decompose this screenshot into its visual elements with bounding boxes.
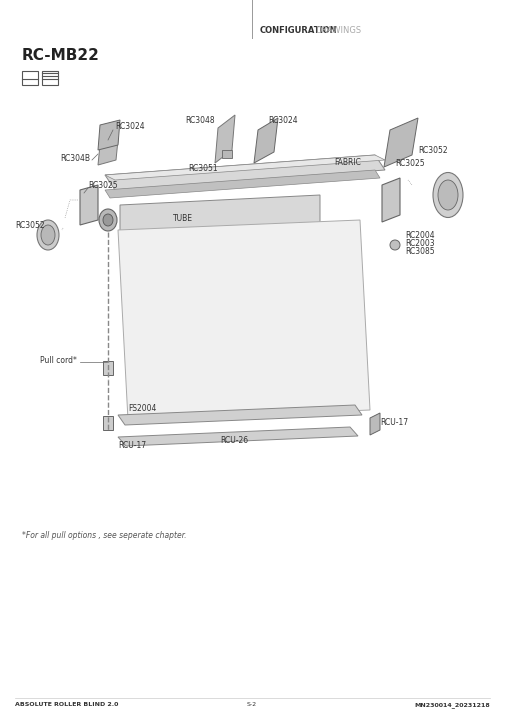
Text: FS2004: FS2004 xyxy=(128,403,157,413)
Text: FABRIC: FABRIC xyxy=(334,158,361,166)
Text: MN230014_20231218: MN230014_20231218 xyxy=(414,702,490,708)
Ellipse shape xyxy=(438,180,458,210)
Text: RC3085: RC3085 xyxy=(405,246,435,256)
Text: S-2: S-2 xyxy=(247,703,257,708)
Bar xyxy=(22,71,38,85)
Text: RC3051: RC3051 xyxy=(188,164,218,173)
Text: RC-MB22: RC-MB22 xyxy=(22,48,100,63)
Text: RC3048: RC3048 xyxy=(185,116,215,124)
Text: CONFIGURATION: CONFIGURATION xyxy=(260,26,338,34)
Polygon shape xyxy=(118,220,370,420)
Polygon shape xyxy=(80,185,98,225)
Text: RC3025: RC3025 xyxy=(88,181,118,189)
Text: RC3052: RC3052 xyxy=(15,221,44,229)
Text: RC3025: RC3025 xyxy=(395,159,425,168)
Text: RC304B: RC304B xyxy=(60,154,90,163)
Polygon shape xyxy=(384,118,418,167)
Ellipse shape xyxy=(41,225,55,245)
Text: DRAWINGS: DRAWINGS xyxy=(315,26,361,34)
Polygon shape xyxy=(382,178,400,222)
Polygon shape xyxy=(98,120,120,150)
Polygon shape xyxy=(215,115,235,163)
Text: RC3052: RC3052 xyxy=(418,146,447,154)
Polygon shape xyxy=(370,413,380,435)
Bar xyxy=(103,416,113,430)
Polygon shape xyxy=(105,155,385,180)
Text: RC2004: RC2004 xyxy=(405,231,435,239)
Polygon shape xyxy=(98,140,118,165)
Text: Pull cord*: Pull cord* xyxy=(40,356,77,365)
Text: RC2003: RC2003 xyxy=(405,238,435,248)
Ellipse shape xyxy=(433,173,463,218)
Polygon shape xyxy=(254,118,278,163)
Text: ABSOLUTE ROLLER BLIND 2.0: ABSOLUTE ROLLER BLIND 2.0 xyxy=(15,703,118,708)
Bar xyxy=(42,71,58,85)
Polygon shape xyxy=(118,405,362,425)
Ellipse shape xyxy=(390,240,400,250)
Polygon shape xyxy=(105,155,385,190)
Text: RC3024: RC3024 xyxy=(268,116,297,124)
Text: RCU-26: RCU-26 xyxy=(220,436,248,445)
Bar xyxy=(103,361,113,375)
Polygon shape xyxy=(118,427,358,446)
Ellipse shape xyxy=(37,220,59,250)
Bar xyxy=(222,150,232,158)
Text: RC3024: RC3024 xyxy=(115,121,144,131)
Ellipse shape xyxy=(103,214,113,226)
Text: *For all pull options , see seperate chapter.: *For all pull options , see seperate cha… xyxy=(22,531,186,540)
Polygon shape xyxy=(105,170,380,198)
Text: TUBE: TUBE xyxy=(173,213,193,223)
Text: RCU-17: RCU-17 xyxy=(118,441,146,450)
Ellipse shape xyxy=(99,209,117,231)
Polygon shape xyxy=(120,195,320,235)
Text: RCU-17: RCU-17 xyxy=(380,418,408,426)
